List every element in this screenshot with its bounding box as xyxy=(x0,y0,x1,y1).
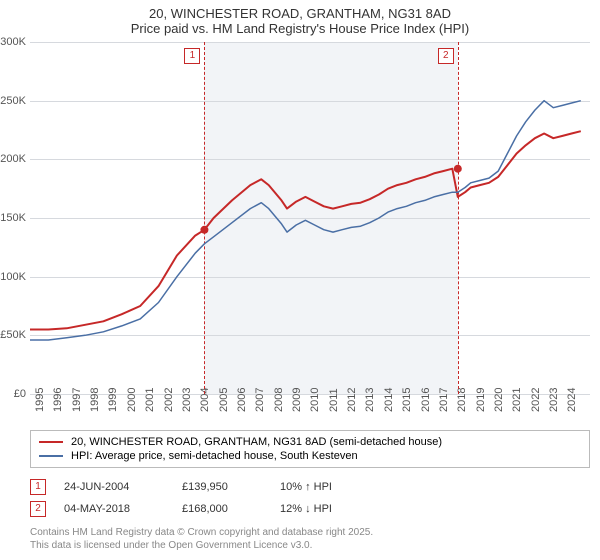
transaction-price: £168,000 xyxy=(182,503,262,515)
footer-line-2: This data is licensed under the Open Gov… xyxy=(30,539,590,552)
marker-point xyxy=(200,226,208,234)
series-price xyxy=(30,131,581,329)
transaction-badge: 1 xyxy=(30,479,46,495)
footer: Contains HM Land Registry data © Crown c… xyxy=(30,526,590,552)
transaction-date: 24-JUN-2004 xyxy=(64,481,164,493)
transaction-badge: 2 xyxy=(30,501,46,517)
y-axis-label: £200K xyxy=(0,153,26,165)
y-axis-label: £50K xyxy=(0,329,26,341)
legend-box: 20, WINCHESTER ROAD, GRANTHAM, NG31 8AD … xyxy=(30,430,590,468)
transaction-delta: 10% ↑ HPI xyxy=(280,481,380,493)
transaction-row: 1 24-JUN-2004 £139,950 10% ↑ HPI xyxy=(30,476,590,498)
legend-label: 20, WINCHESTER ROAD, GRANTHAM, NG31 8AD … xyxy=(71,436,442,448)
footer-line-1: Contains HM Land Registry data © Crown c… xyxy=(30,526,590,539)
y-axis-label: £300K xyxy=(0,36,26,48)
transaction-price: £139,950 xyxy=(182,481,262,493)
series-hpi xyxy=(30,101,581,340)
y-axis-label: £0 xyxy=(0,388,26,400)
chart-svg xyxy=(30,42,590,394)
legend-label: HPI: Average price, semi-detached house,… xyxy=(71,450,358,462)
legend-swatch xyxy=(39,441,63,443)
y-axis-label: £150K xyxy=(0,212,26,224)
y-axis-label: £250K xyxy=(0,95,26,107)
transaction-date: 04-MAY-2018 xyxy=(64,503,164,515)
title-block: 20, WINCHESTER ROAD, GRANTHAM, NG31 8AD … xyxy=(0,0,600,38)
legend-swatch xyxy=(39,455,63,457)
y-axis-label: £100K xyxy=(0,271,26,283)
legend-block: 20, WINCHESTER ROAD, GRANTHAM, NG31 8AD … xyxy=(30,430,590,520)
legend-item: HPI: Average price, semi-detached house,… xyxy=(39,449,581,463)
transactions-table: 1 24-JUN-2004 £139,950 10% ↑ HPI 2 04-MAY-201… xyxy=(30,476,590,520)
transaction-row: 2 04-MAY-2018 £168,000 12% ↓ HPI xyxy=(30,498,590,520)
marker-point xyxy=(454,165,462,173)
legend-item: 20, WINCHESTER ROAD, GRANTHAM, NG31 8AD … xyxy=(39,435,581,449)
title-line-1: 20, WINCHESTER ROAD, GRANTHAM, NG31 8AD xyxy=(10,6,590,21)
transaction-delta: 12% ↓ HPI xyxy=(280,503,380,515)
chart-container: 20, WINCHESTER ROAD, GRANTHAM, NG31 8AD … xyxy=(0,0,600,560)
chart-area: £0£50K£100K£150K£200K£250K£300K199519961… xyxy=(30,42,590,394)
title-line-2: Price paid vs. HM Land Registry's House … xyxy=(10,21,590,36)
